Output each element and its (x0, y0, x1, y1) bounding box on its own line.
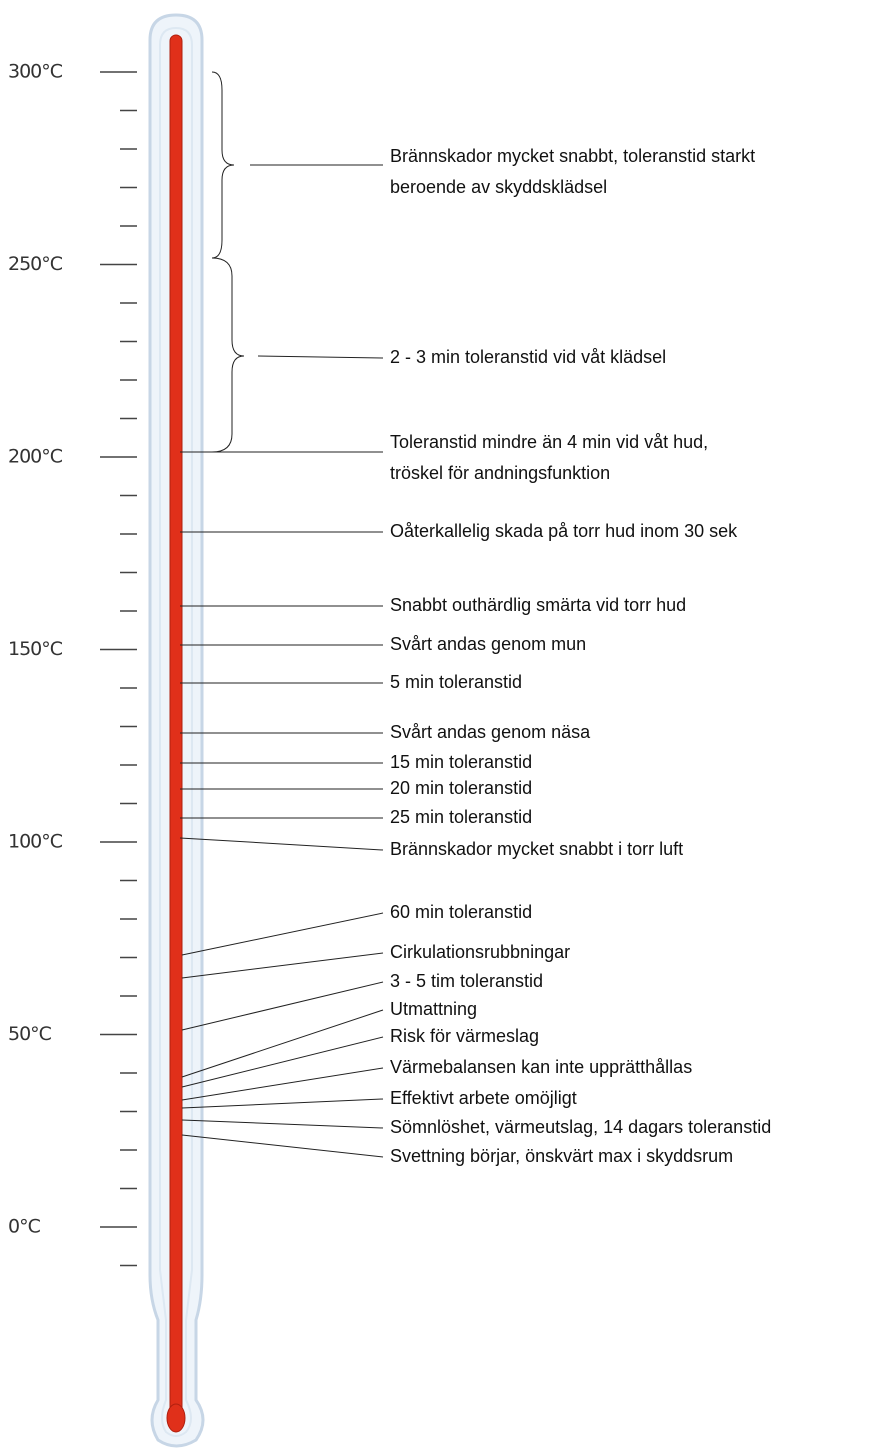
annotation: Cirkulationsrubbningar (390, 942, 570, 962)
annotation: 5 min toleranstid (390, 672, 522, 692)
annotation: beroende av skyddsklädsel (390, 177, 607, 197)
leader-line (181, 1009, 384, 1078)
annotation: Utmattning (390, 999, 477, 1019)
annotation: Effektivt arbete omöjligt (390, 1088, 577, 1108)
scale-label: 200°C (8, 446, 63, 468)
annotation: Svårt andas genom mun (390, 634, 586, 654)
leader-line (181, 912, 384, 956)
scale-label: 50°C (8, 1023, 52, 1045)
leader-line (179, 837, 384, 851)
annotation: Oåterkallelig skada på torr hud inom 30 … (390, 521, 738, 541)
annotation: Toleranstid mindre än 4 min vid våt hud, (390, 432, 708, 452)
leader-line (181, 1067, 384, 1101)
annotation: Värmebalansen kan inte upprätthållas (390, 1057, 692, 1077)
annotation: Sömnlöshet, värmeutslag, 14 dagars toler… (390, 1117, 771, 1137)
scale-label: 0°C (8, 1216, 41, 1238)
annotation: Svettning börjar, önskvärt max i skyddsr… (390, 1146, 733, 1166)
scale-label: 300°C (8, 61, 63, 83)
brace (211, 257, 245, 453)
annotation: 25 min toleranstid (390, 807, 532, 827)
leader-line (181, 981, 384, 1031)
annotation: Brännskador mycket snabbt, toleranstid s… (390, 146, 755, 166)
annotation: 60 min toleranstid (390, 902, 532, 922)
leader-line (181, 1036, 384, 1088)
leader-line (257, 355, 384, 359)
annotation: Svårt andas genom näsa (390, 722, 591, 742)
scale-label: 150°C (8, 638, 63, 660)
annotation: 15 min toleranstid (390, 752, 532, 772)
scale-label: 250°C (8, 253, 63, 275)
thermometer (148, 13, 245, 1448)
leader-line (181, 1134, 384, 1158)
bulb (166, 1403, 186, 1433)
brace (211, 71, 235, 259)
mercury (169, 34, 183, 1416)
annotation: 3 - 5 tim toleranstid (390, 971, 543, 991)
annotation: tröskel för andningsfunktion (390, 463, 610, 483)
annotation: 2 - 3 min toleranstid vid våt klädsel (390, 347, 666, 367)
tube-inner (159, 26, 193, 1437)
leader-line (181, 952, 384, 979)
leader-line (181, 1119, 384, 1129)
annotation: Risk för värmeslag (390, 1026, 539, 1046)
leader-line (181, 1098, 384, 1109)
annotation: Snabbt outhärdlig smärta vid torr hud (390, 595, 686, 615)
scale-label: 100°C (8, 831, 63, 853)
annotation: Brännskador mycket snabbt i torr luft (390, 839, 683, 859)
annotation: 20 min toleranstid (390, 778, 532, 798)
